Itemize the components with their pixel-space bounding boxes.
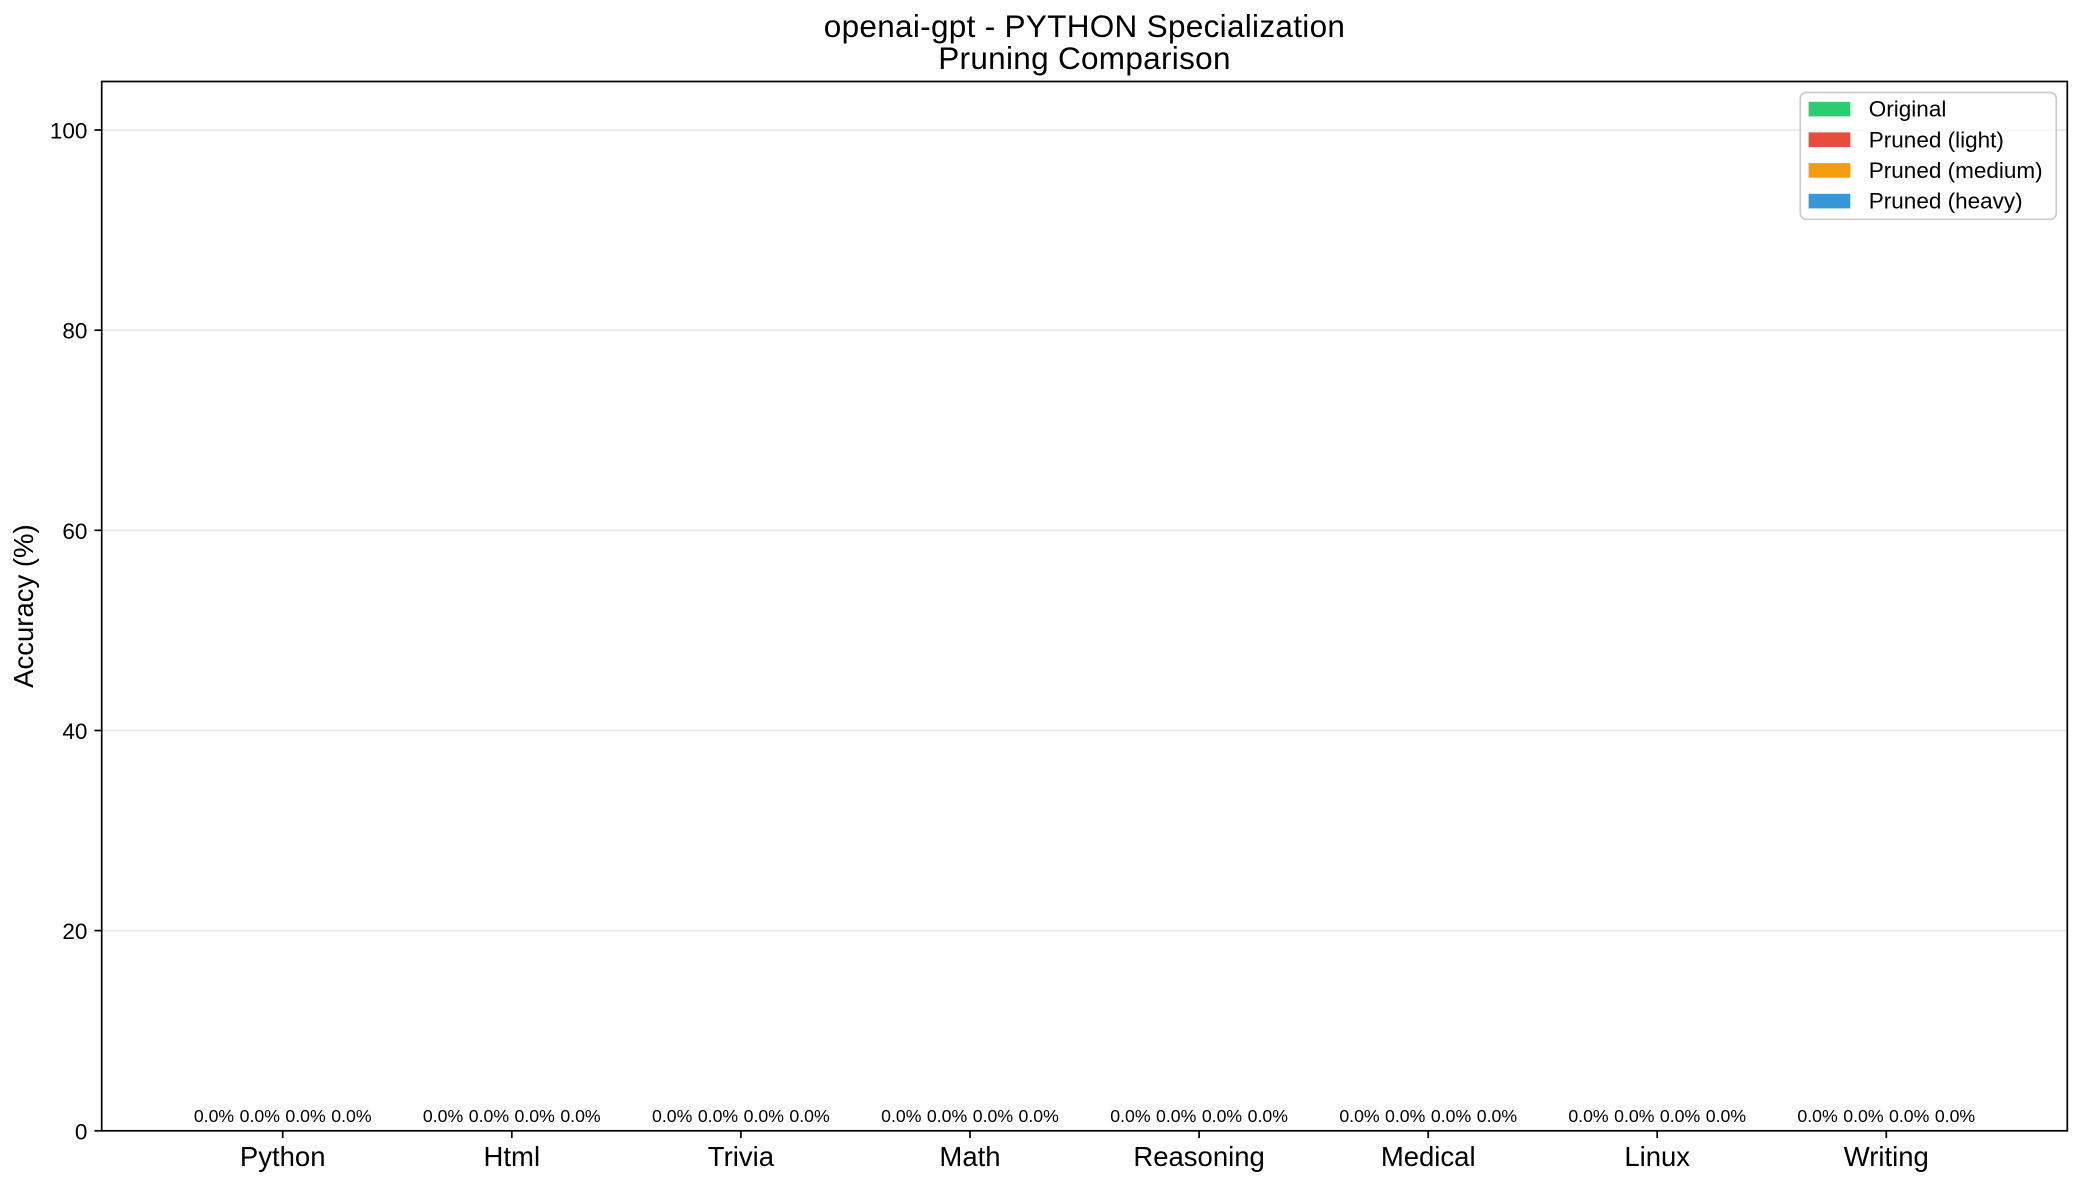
svg-text:0.0%: 0.0% <box>1477 1106 1518 1126</box>
svg-text:0.0%: 0.0% <box>194 1106 235 1126</box>
svg-text:0.0%: 0.0% <box>1614 1106 1655 1126</box>
svg-text:openai-gpt - PYTHON Specializa: openai-gpt - PYTHON Specialization <box>824 8 1345 44</box>
svg-text:0.0%: 0.0% <box>423 1106 464 1126</box>
svg-text:0.0%: 0.0% <box>1385 1106 1426 1126</box>
svg-text:0.0%: 0.0% <box>1568 1106 1609 1126</box>
svg-text:0.0%: 0.0% <box>698 1106 739 1126</box>
svg-text:0: 0 <box>75 1119 88 1144</box>
svg-text:0.0%: 0.0% <box>973 1106 1014 1126</box>
svg-text:40: 40 <box>62 719 87 744</box>
svg-text:0.0%: 0.0% <box>1889 1106 1930 1126</box>
svg-text:0.0%: 0.0% <box>1248 1106 1289 1126</box>
svg-text:100: 100 <box>50 119 88 144</box>
svg-text:0.0%: 0.0% <box>1843 1106 1884 1126</box>
svg-text:Pruning Comparison: Pruning Comparison <box>938 40 1231 76</box>
svg-text:Pruned (medium): Pruned (medium) <box>1869 158 2043 183</box>
svg-text:Python: Python <box>240 1141 326 1172</box>
svg-text:0.0%: 0.0% <box>744 1106 785 1126</box>
svg-text:0.0%: 0.0% <box>927 1106 968 1126</box>
svg-text:Math: Math <box>939 1141 1000 1172</box>
svg-text:0.0%: 0.0% <box>1660 1106 1701 1126</box>
svg-text:0.0%: 0.0% <box>1935 1106 1976 1126</box>
svg-text:Trivia: Trivia <box>708 1141 775 1172</box>
svg-text:0.0%: 0.0% <box>331 1106 372 1126</box>
svg-text:0.0%: 0.0% <box>1202 1106 1243 1126</box>
svg-text:Linux: Linux <box>1624 1141 1690 1172</box>
svg-text:Original: Original <box>1869 97 1947 122</box>
svg-text:0.0%: 0.0% <box>1797 1106 1838 1126</box>
svg-text:Pruned (light): Pruned (light) <box>1869 127 2004 152</box>
svg-text:0.0%: 0.0% <box>285 1106 326 1126</box>
svg-text:0.0%: 0.0% <box>240 1106 281 1126</box>
svg-text:60: 60 <box>62 519 87 544</box>
svg-text:0.0%: 0.0% <box>469 1106 510 1126</box>
svg-text:0.0%: 0.0% <box>789 1106 830 1126</box>
svg-text:Accuracy (%): Accuracy (%) <box>8 524 39 688</box>
svg-text:Pruned (heavy): Pruned (heavy) <box>1869 189 2023 214</box>
svg-text:20: 20 <box>62 919 87 944</box>
svg-text:80: 80 <box>62 319 87 344</box>
svg-text:0.0%: 0.0% <box>560 1106 601 1126</box>
svg-text:0.0%: 0.0% <box>1339 1106 1380 1126</box>
svg-text:Reasoning: Reasoning <box>1133 1141 1264 1172</box>
svg-text:Medical: Medical <box>1381 1141 1476 1172</box>
svg-text:Html: Html <box>484 1141 541 1172</box>
svg-text:0.0%: 0.0% <box>1431 1106 1472 1126</box>
svg-text:0.0%: 0.0% <box>1110 1106 1151 1126</box>
svg-text:Writing: Writing <box>1844 1141 1929 1172</box>
svg-text:0.0%: 0.0% <box>1156 1106 1197 1126</box>
svg-text:0.0%: 0.0% <box>1019 1106 1060 1126</box>
svg-text:0.0%: 0.0% <box>652 1106 693 1126</box>
svg-text:0.0%: 0.0% <box>881 1106 922 1126</box>
svg-text:0.0%: 0.0% <box>515 1106 556 1126</box>
svg-text:0.0%: 0.0% <box>1706 1106 1747 1126</box>
